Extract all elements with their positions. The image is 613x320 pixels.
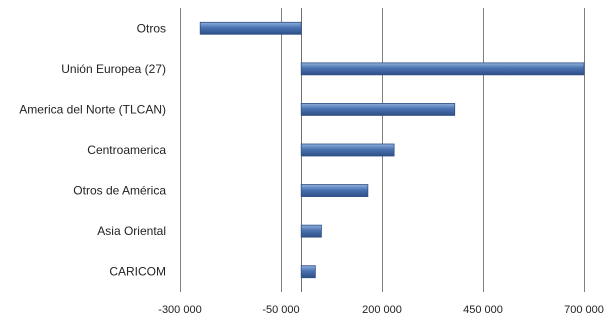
category-label-0: Otros (137, 21, 166, 35)
x-tick-label-2: 200 000 (362, 304, 402, 316)
category-label-1: Unión Europea (27) (61, 62, 166, 76)
x-tick-label-3: 450 000 (463, 304, 503, 316)
x-tick-label-0: -300 000 (158, 304, 201, 316)
category-label-4: Otros de América (73, 184, 166, 198)
category-label-2: America del Norte (TLCAN) (19, 102, 166, 116)
bar-3 (300, 143, 395, 157)
bar-5 (300, 224, 322, 238)
category-label-3: Centroamerica (87, 143, 166, 157)
bar-4 (300, 184, 369, 197)
category-label-5: Asia Oriental (97, 224, 166, 238)
category-labels: Otros Unión Europea (27) America del Norte… (19, 21, 166, 278)
x-tick-label-4: 700 000 (564, 304, 604, 316)
x-tick-labels: -300 000 -50 000 200 000 450 000 700 000 (158, 304, 604, 316)
bar-6 (300, 265, 316, 279)
bars (199, 21, 585, 279)
x-tick-label-1: -50 000 (262, 304, 299, 316)
bar-1 (300, 62, 585, 76)
bar-0 (199, 21, 302, 35)
bar-2 (300, 103, 456, 116)
category-label-6: CARICOM (109, 265, 166, 279)
